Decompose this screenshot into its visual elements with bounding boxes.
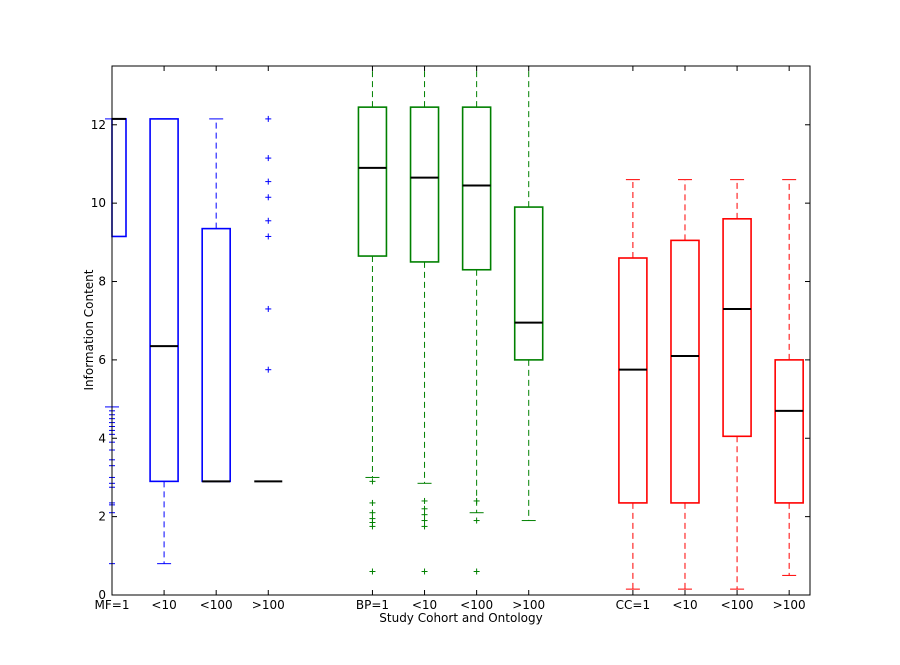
flier-point (369, 523, 376, 530)
box-body (409, 106, 440, 263)
x-tick-label: MF=1 (95, 598, 130, 612)
box-8 (618, 179, 648, 590)
y-tick-label: 8 (98, 275, 106, 289)
flier-point (421, 497, 428, 504)
box-7 (513, 66, 544, 522)
y-tick-label: 4 (98, 431, 106, 445)
y-tick-label: 12 (91, 118, 106, 132)
box-body (149, 118, 179, 483)
flier-point (265, 194, 272, 201)
flier-point (265, 178, 272, 185)
y-tick-label: 6 (98, 353, 106, 367)
boxes-layer (105, 66, 804, 590)
x-tick-label: BP=1 (356, 598, 389, 612)
flier-point (265, 366, 272, 373)
y-tick-label: 2 (98, 510, 106, 524)
x-axis-label: Study Cohort and Ontology (379, 611, 542, 625)
box-4 (357, 66, 388, 575)
x-tick-label: >100 (252, 598, 285, 612)
x-tick-label: <100 (200, 598, 233, 612)
box-10 (722, 179, 752, 590)
flier-point (421, 511, 428, 518)
x-tick-label: >100 (773, 598, 806, 612)
box-5 (409, 66, 440, 575)
flier-point (369, 478, 376, 485)
x-tick-label: <10 (412, 598, 437, 612)
box-body (774, 359, 804, 504)
box-1 (149, 118, 179, 565)
x-tick-label: <100 (721, 598, 754, 612)
plot-frame (111, 65, 811, 596)
flier-point (265, 233, 272, 240)
flier-point (473, 517, 480, 524)
flier-point (473, 497, 480, 504)
x-tick-label: <10 (672, 598, 697, 612)
box-0 (105, 117, 127, 567)
flier-point (421, 568, 428, 575)
box-body (670, 239, 700, 504)
y-axis-label: Information Content (82, 269, 96, 390)
x-tick-label: CC=1 (616, 598, 650, 612)
box-9 (670, 179, 700, 590)
x-tick-label: <10 (151, 598, 176, 612)
y-axis: 0 2 4 6 8 10 12 (91, 118, 810, 602)
flier-point (369, 499, 376, 506)
box-11 (774, 179, 804, 576)
flier-point (265, 217, 272, 224)
y-tick-label: 10 (91, 196, 106, 210)
flier-point (369, 509, 376, 516)
box-6 (461, 66, 492, 575)
box-3 (254, 115, 283, 483)
flier-point (473, 568, 480, 575)
flier-point (421, 517, 428, 524)
box-body (461, 106, 492, 271)
x-tick-label: >100 (512, 598, 545, 612)
box-body (722, 218, 752, 438)
box-body (111, 118, 127, 238)
box-2 (201, 118, 231, 483)
box-body (357, 106, 388, 257)
x-axis: MF=1 <10 <100 >100 BP=1 <10 <100 >100 CC=1 <10 <10… (95, 66, 806, 612)
flier-point (265, 305, 272, 312)
flier-point (265, 115, 272, 122)
flier-point (265, 155, 272, 162)
x-tick-label: <100 (460, 598, 493, 612)
box-body (513, 206, 544, 361)
box-body (618, 257, 648, 504)
y-tick-label: 0 (98, 588, 106, 602)
flier-point (421, 523, 428, 530)
box-body (201, 227, 231, 483)
flier-point (369, 568, 376, 575)
flier-point (421, 505, 428, 512)
